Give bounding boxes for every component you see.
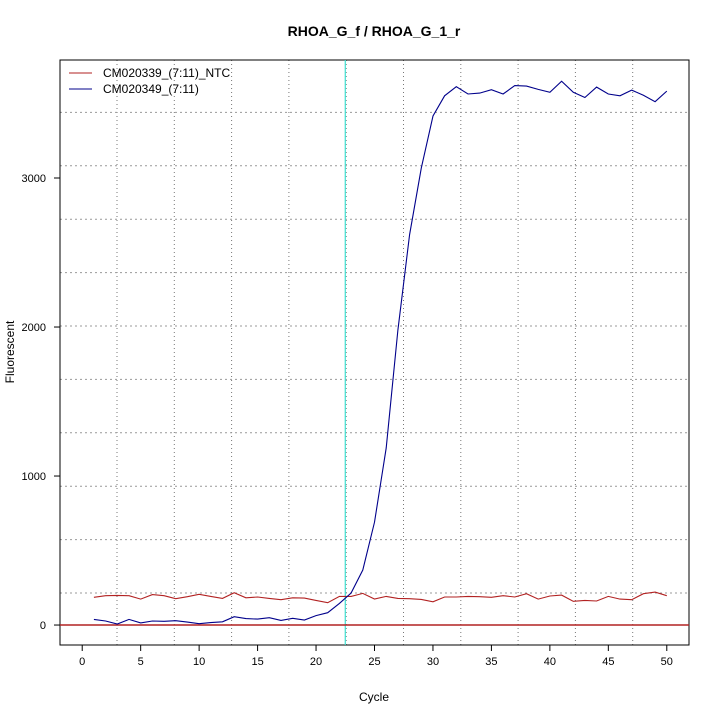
x-tick-label: 25 xyxy=(368,656,380,668)
y-tick-label: 2000 xyxy=(22,322,46,334)
x-tick-label: 45 xyxy=(602,656,614,668)
y-axis-label: Fluorescent xyxy=(3,320,17,383)
x-tick-label: 20 xyxy=(310,656,322,668)
x-tick-label: 15 xyxy=(251,656,263,668)
x-tick-label: 50 xyxy=(661,656,673,668)
x-tick-label: 40 xyxy=(544,656,556,668)
series-line-ntc xyxy=(93,591,667,604)
series-group xyxy=(60,60,689,645)
plot-frame xyxy=(59,59,690,646)
legend-label-ntc: CM020339_(7:11)_NTC xyxy=(103,66,231,80)
x-tick-label: 10 xyxy=(193,656,205,668)
x-tick-label: 35 xyxy=(485,656,497,668)
y-tick-label: 1000 xyxy=(22,471,46,483)
x-axis-label: Cycle xyxy=(359,690,389,704)
legend: CM020339_(7:11)_NTC CM020349_(7:11) xyxy=(69,66,231,96)
legend-label-sample: CM020349_(7:11) xyxy=(103,82,199,96)
y-tick-label: 3000 xyxy=(22,173,46,185)
x-axis: 0 5 10 15 20 25 30 35 40 45 50 xyxy=(79,645,673,668)
x-tick-label: 0 xyxy=(79,656,85,668)
chart-title: RHOA_G_f / RHOA_G_1_r xyxy=(288,23,461,39)
series-line-sample xyxy=(93,80,668,625)
y-axis: 0 1000 2000 3000 xyxy=(22,173,60,632)
grid xyxy=(60,60,689,645)
x-tick-label: 5 xyxy=(138,656,144,668)
y-tick-label: 0 xyxy=(40,620,46,632)
x-tick-label: 30 xyxy=(427,656,439,668)
